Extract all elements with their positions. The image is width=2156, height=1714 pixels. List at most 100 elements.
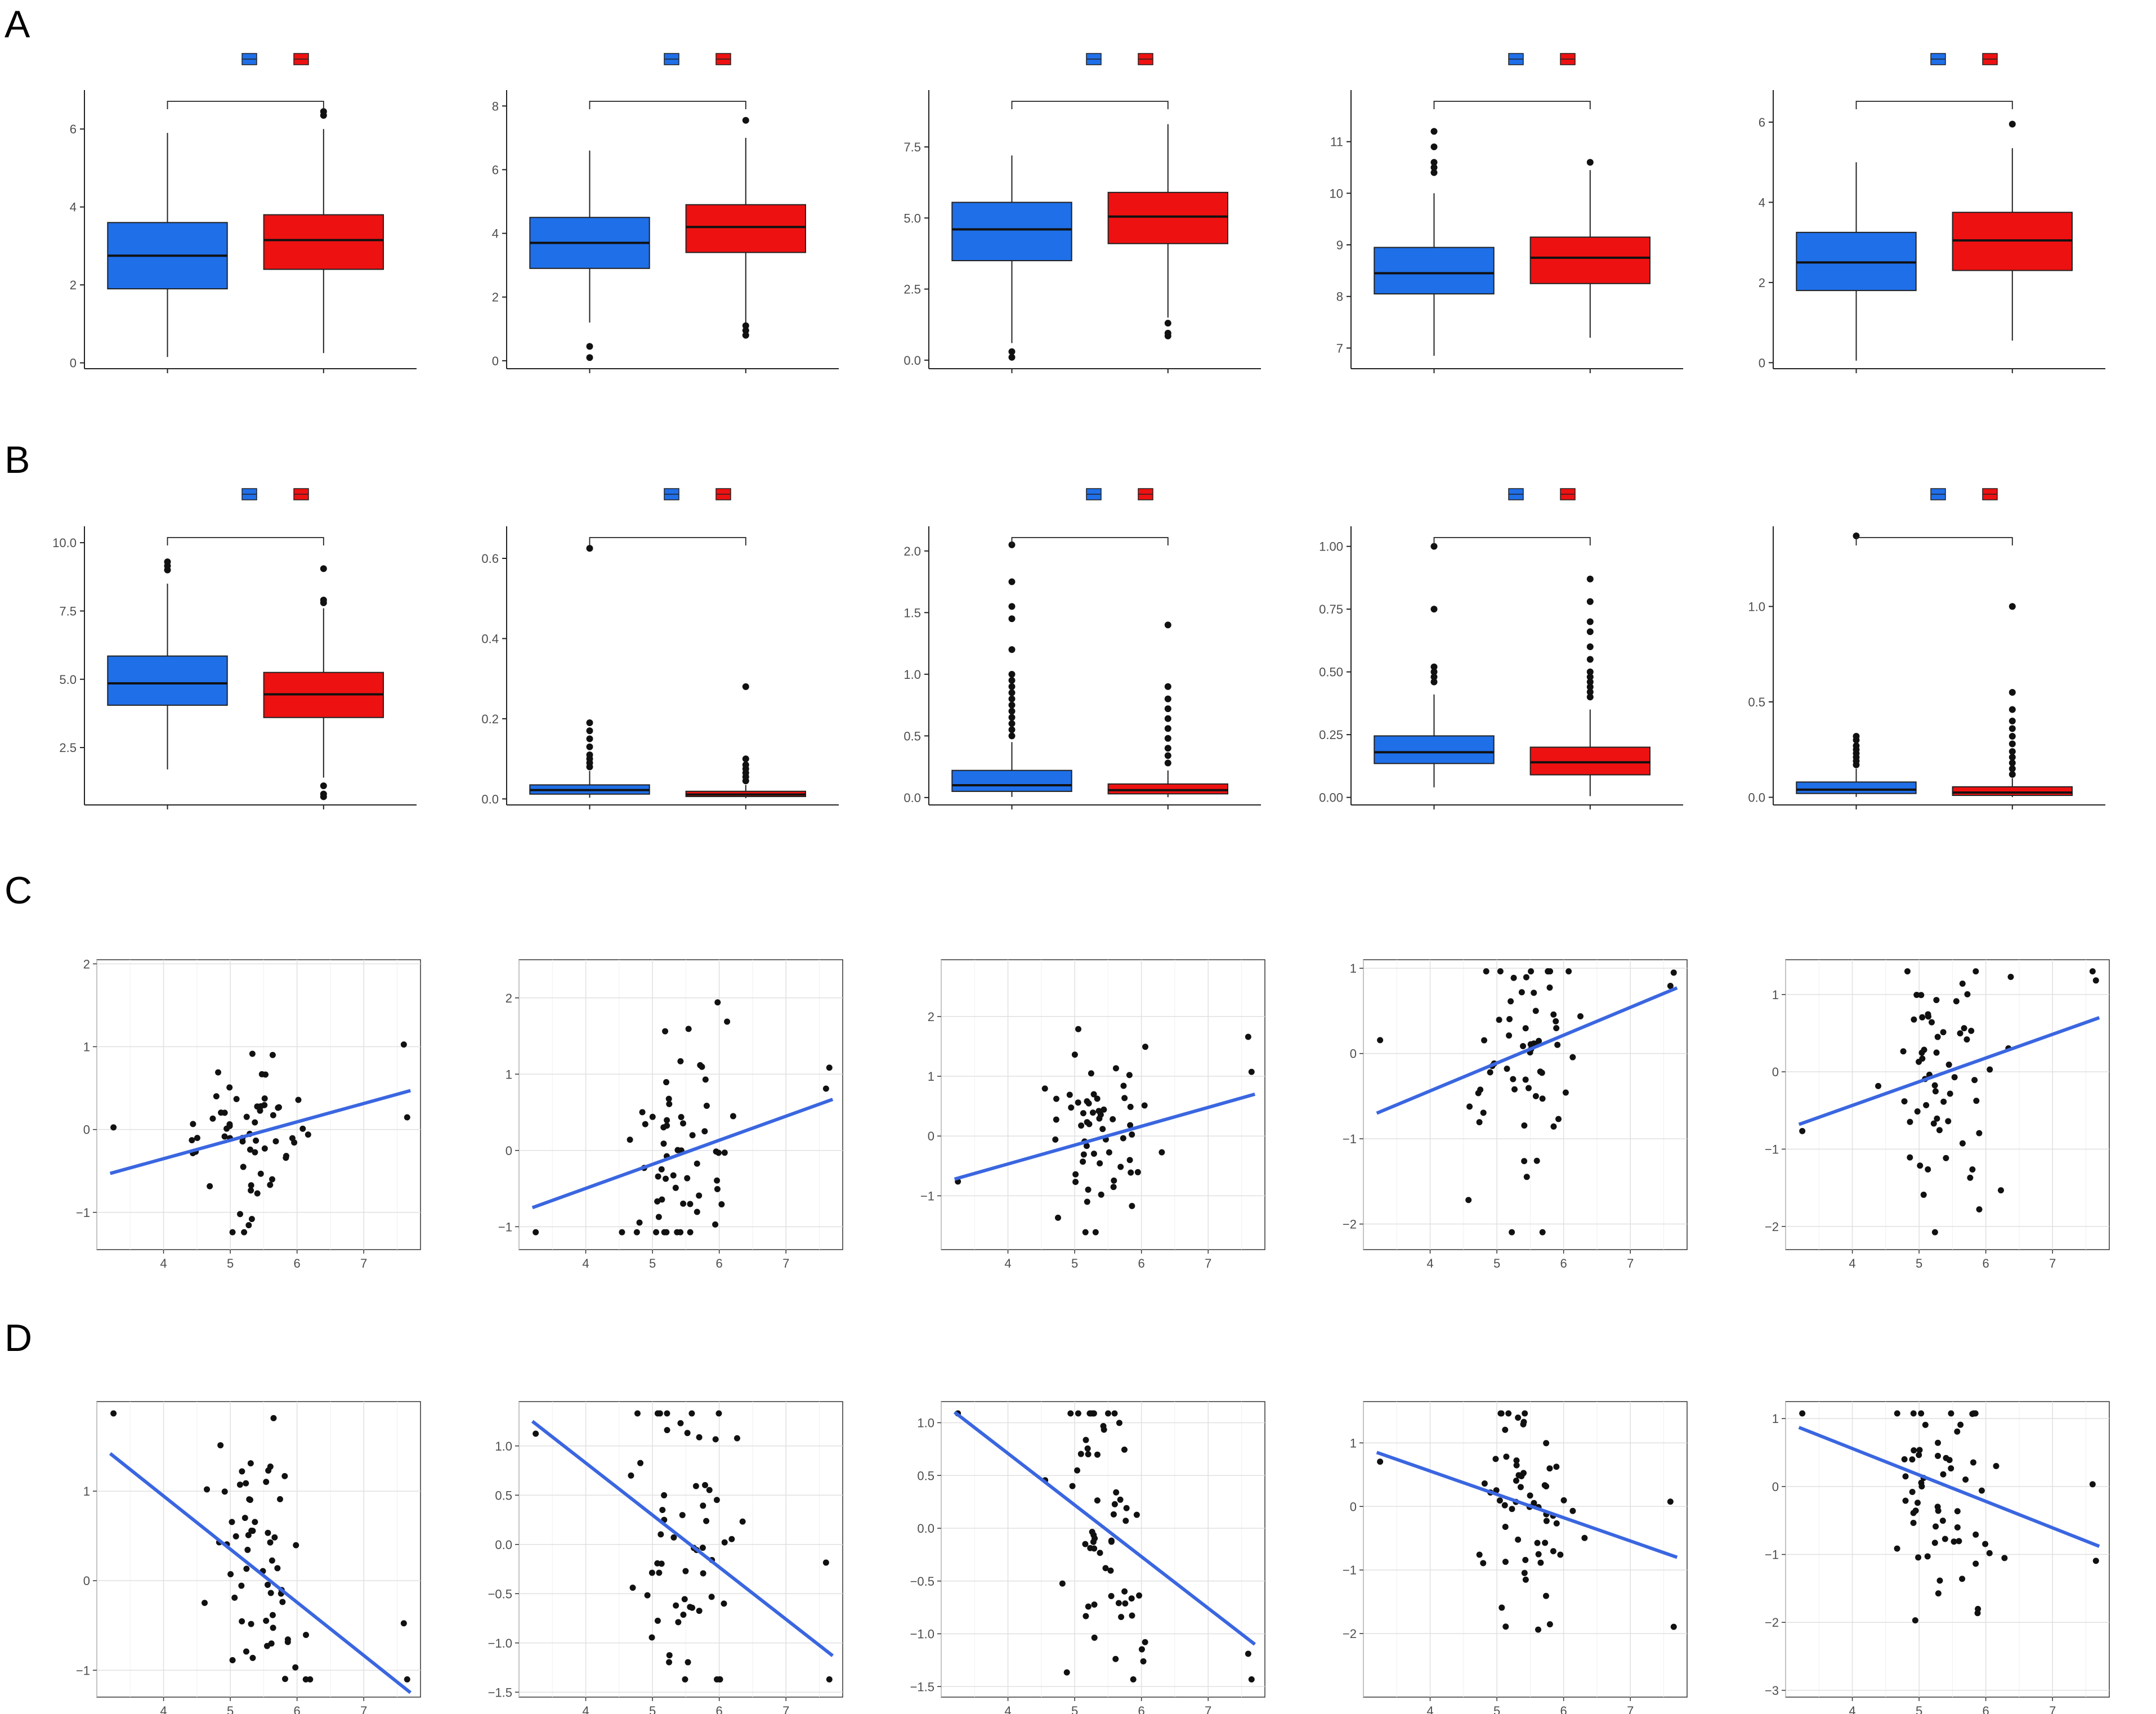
scatter-point	[1508, 998, 1514, 1005]
scatter-point	[1123, 1505, 1130, 1511]
scatter-point	[687, 1604, 694, 1610]
scatter-point	[269, 1176, 275, 1183]
scatter-point	[1082, 1541, 1089, 1547]
y-tick-label: 0.0	[1748, 790, 1765, 804]
scatter-point	[654, 1560, 661, 1567]
scatter-point	[1477, 1086, 1484, 1093]
outlier-point	[1164, 745, 1171, 752]
scatter-point	[194, 1135, 200, 1142]
x-tick-label: 6	[716, 1704, 723, 1714]
scatter-point	[1493, 1487, 1500, 1494]
scatter-point	[1094, 1451, 1101, 1458]
scatter-point	[1935, 1590, 1942, 1597]
outlier-point	[742, 322, 749, 329]
scatter-point	[1513, 1477, 1519, 1484]
scatter-point	[284, 1639, 291, 1645]
scatter-point	[1088, 1410, 1094, 1417]
scatter-point	[263, 1617, 270, 1624]
outlier-point	[742, 683, 749, 690]
regression-line	[1798, 1016, 2100, 1126]
x-tick-label: 7	[1205, 1256, 1211, 1270]
scatter-point	[1090, 1151, 1097, 1157]
scatter-point	[679, 1120, 686, 1127]
scatter-point	[1947, 1090, 1953, 1097]
scatter-point	[1546, 984, 1553, 991]
scatter-point	[1904, 968, 1911, 975]
scatter-point	[232, 1533, 239, 1540]
scatter-point	[648, 1634, 655, 1641]
scatter-point	[1128, 1595, 1135, 1602]
scatter-point	[1095, 1108, 1102, 1115]
outlier-point	[1586, 618, 1594, 625]
scatter-point	[207, 1183, 213, 1189]
scatter-point	[1510, 974, 1517, 981]
scatter-point	[1503, 1453, 1510, 1460]
y-tick-label: 0	[1772, 1065, 1779, 1079]
scatter-point	[1936, 1577, 1943, 1584]
chart-11: 4 5 6 7 −1 0 1 2	[76, 957, 421, 1270]
scatter-point	[684, 1430, 691, 1436]
x-tick-label: 4	[1004, 1256, 1011, 1270]
scatter-point	[1986, 1550, 1993, 1556]
scatter-point	[1918, 1410, 1925, 1417]
scatter-point	[1140, 1658, 1147, 1664]
plot-area	[96, 1401, 421, 1698]
scatter-point	[680, 1200, 687, 1207]
scatter-point	[1111, 1177, 1117, 1184]
scatter-point	[1134, 1169, 1141, 1175]
scatter-point	[1953, 998, 1960, 1005]
outlier-point	[1586, 656, 1594, 663]
scatter-point	[1509, 1229, 1515, 1236]
scatter-point	[1670, 1623, 1677, 1630]
chart-13: 4 5 6 7 −1 0 1 2	[920, 959, 1265, 1270]
scatter-point	[660, 1124, 667, 1131]
y-tick-label: 11	[1330, 135, 1343, 149]
scatter-point	[1799, 1410, 1806, 1417]
outlier-point	[1586, 159, 1594, 166]
scatter-point	[1072, 1171, 1079, 1178]
outlier-point	[1164, 705, 1171, 713]
scatter-point	[1066, 1091, 1073, 1098]
outlier-point	[1164, 332, 1171, 339]
y-tick-label: −1	[498, 1220, 512, 1234]
scatter-point	[217, 1442, 224, 1449]
scatter-point	[672, 1184, 679, 1191]
scatter-point	[307, 1676, 314, 1682]
scatter-point	[1120, 1135, 1126, 1142]
scatter-point	[1557, 1551, 1564, 1558]
outlier-point	[1430, 164, 1438, 171]
scatter-point	[1913, 992, 1920, 999]
chart-12: 4 5 6 7 −1 0 1 2	[498, 959, 843, 1270]
scatter-point	[1933, 1523, 1939, 1530]
outlier-point	[1008, 689, 1016, 696]
legend	[664, 488, 731, 500]
scatter-point	[696, 1608, 703, 1614]
outlier-point	[1008, 708, 1016, 715]
scatter-point	[1972, 1531, 1979, 1538]
scatter-point	[1100, 1422, 1107, 1429]
scatter-point	[221, 1488, 228, 1495]
scatter-point	[1940, 1471, 1947, 1478]
outlier-point	[586, 354, 593, 361]
outlier-point	[1008, 701, 1016, 709]
box-low	[1374, 735, 1495, 764]
scatter-point	[295, 1097, 302, 1103]
y-tick-label: 1.0	[903, 668, 921, 682]
regression-line	[109, 1089, 411, 1175]
significance-bracket	[1433, 101, 1591, 109]
scatter-point	[1502, 1426, 1509, 1433]
scatter-point	[684, 1175, 691, 1182]
scatter-point	[1527, 1492, 1533, 1499]
y-tick-label: 2	[1759, 276, 1765, 290]
x-tick-label: 5	[227, 1704, 234, 1714]
significance-bracket	[589, 537, 746, 545]
scatter-point	[694, 1209, 700, 1215]
scatter-point	[1521, 1158, 1528, 1165]
scatter-point	[1245, 1033, 1251, 1040]
scatter-point	[1086, 1121, 1093, 1127]
scatter-point	[1041, 1085, 1048, 1092]
scatter-point	[673, 1602, 679, 1609]
scatter-point	[666, 1652, 673, 1659]
y-tick-label: 10	[1330, 186, 1343, 200]
scatter-point	[283, 1154, 289, 1161]
